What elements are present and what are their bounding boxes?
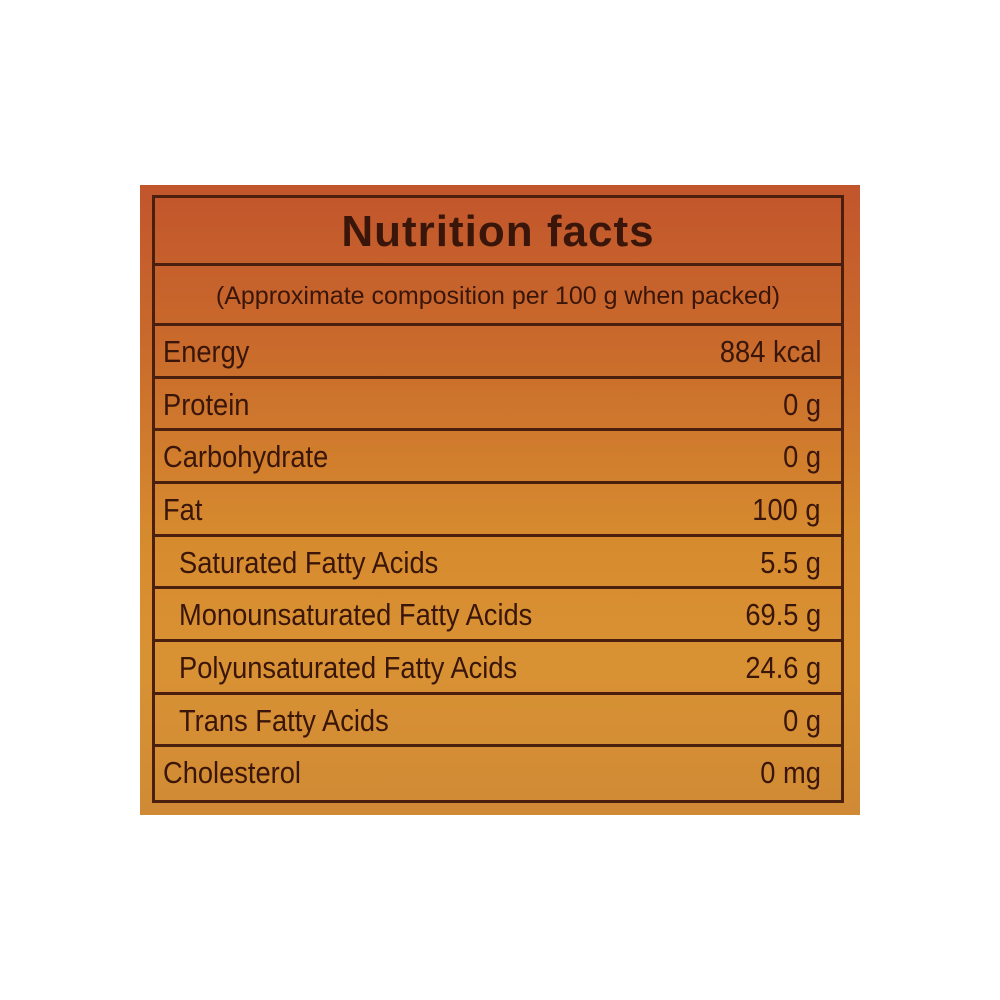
nutrient-name: Cholesterol bbox=[163, 755, 301, 791]
nutrient-amount: 24.6 g bbox=[745, 650, 821, 685]
nutrient-amount: 884 kcal bbox=[719, 334, 821, 369]
table-row: Trans Fatty Acids 0 g bbox=[155, 695, 841, 748]
table-row: Protein 0 g bbox=[155, 379, 841, 432]
title: Nutrition facts bbox=[155, 198, 841, 266]
table-row: Carbohydrate 0 g bbox=[155, 431, 841, 484]
table-row: Fat 100 g bbox=[155, 484, 841, 537]
nutrient-name: Polyunsaturated Fatty Acids bbox=[179, 650, 518, 685]
nutrient-name: Carbohydrate bbox=[163, 439, 329, 475]
nutrient-amount: 0 g bbox=[783, 386, 821, 422]
nutrient-amount: 0 mg bbox=[760, 755, 821, 791]
nutrient-amount: 100 g bbox=[752, 492, 821, 527]
table-row: Monounsaturated Fatty Acids 69.5 g bbox=[155, 589, 841, 642]
nutrient-name: Saturated Fatty Acids bbox=[179, 544, 439, 580]
nutrient-name: Monounsaturated Fatty Acids bbox=[179, 597, 533, 633]
table-row: Saturated Fatty Acids 5.5 g bbox=[155, 537, 841, 590]
nutrient-name: Fat bbox=[163, 492, 203, 527]
table-row: Polyunsaturated Fatty Acids 24.6 g bbox=[155, 642, 841, 695]
nutrient-name: Protein bbox=[163, 386, 250, 422]
subtitle: (Approximate composition per 100 g when … bbox=[155, 266, 841, 326]
nutrient-amount: 5.5 g bbox=[760, 544, 821, 580]
nutrient-name: Energy bbox=[163, 334, 250, 369]
table-row: Energy 884 kcal bbox=[155, 326, 841, 379]
nutrient-amount: 69.5 g bbox=[745, 597, 821, 633]
nutrient-amount: 0 g bbox=[783, 439, 821, 475]
label-frame: Nutrition facts (Approximate composition… bbox=[152, 195, 844, 803]
table-row: Cholesterol 0 mg bbox=[155, 747, 841, 800]
nutrition-label: Nutrition facts (Approximate composition… bbox=[140, 185, 860, 815]
nutrient-amount: 0 g bbox=[783, 702, 821, 738]
nutrient-name: Trans Fatty Acids bbox=[179, 702, 389, 738]
